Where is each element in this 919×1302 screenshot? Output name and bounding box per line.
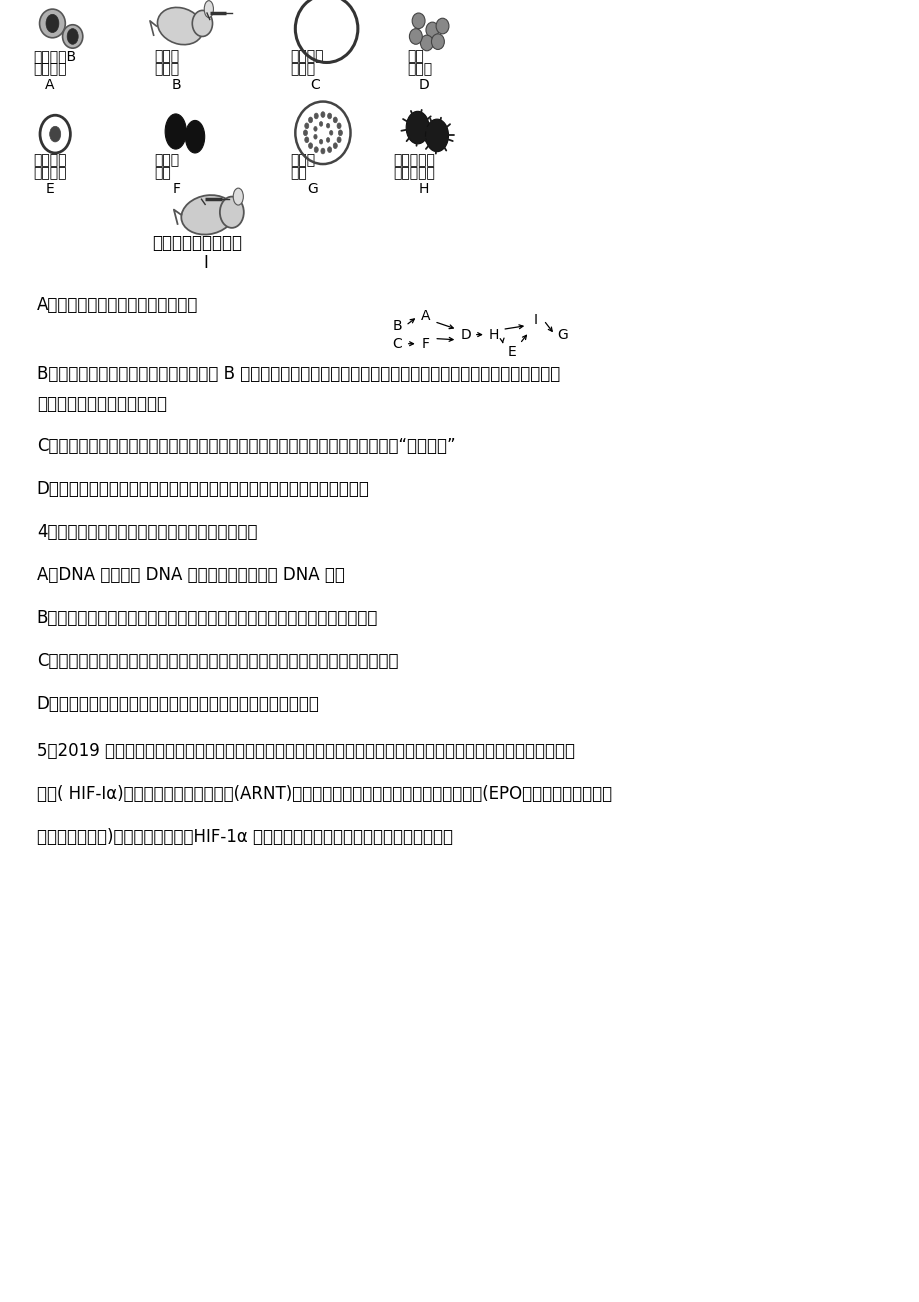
Text: I: I xyxy=(203,254,209,272)
Text: 抗体: 抗体 xyxy=(290,167,307,181)
Ellipse shape xyxy=(412,13,425,29)
Ellipse shape xyxy=(192,10,212,36)
Ellipse shape xyxy=(425,22,438,38)
Text: 阳性的细胞: 阳性的细胞 xyxy=(393,167,436,181)
Text: 体外培养: 体外培养 xyxy=(33,154,66,168)
Circle shape xyxy=(313,134,317,139)
Circle shape xyxy=(319,121,323,126)
Circle shape xyxy=(327,113,331,118)
Circle shape xyxy=(314,147,318,152)
Text: F: F xyxy=(422,337,429,350)
Text: C: C xyxy=(310,78,319,92)
Circle shape xyxy=(314,113,318,118)
Text: G: G xyxy=(557,328,568,341)
Ellipse shape xyxy=(62,25,83,48)
Circle shape xyxy=(304,137,309,143)
Ellipse shape xyxy=(420,35,433,51)
Circle shape xyxy=(321,148,324,154)
Circle shape xyxy=(338,130,342,135)
Ellipse shape xyxy=(165,113,186,148)
Ellipse shape xyxy=(436,18,448,34)
Circle shape xyxy=(327,147,331,152)
Text: 单克隆: 单克隆 xyxy=(290,154,315,168)
Text: 阳性细胞: 阳性细胞 xyxy=(33,167,66,181)
Text: C．探究温度对酶活性的影响时，需将酶与底物分别在设定的温度下保温一段时间: C．探究温度对酶活性的影响时，需将酶与底物分别在设定的温度下保温一段时间 xyxy=(37,652,398,671)
Text: 5．2019 年诺贝尔生理学或医学奖颌发给了发现细胞适应氧气供应变化分子机制的科学家。当细胞缺氧时，缺氧诱导: 5．2019 年诺贝尔生理学或医学奖颌发给了发现细胞适应氧气供应变化分子机制的科… xyxy=(37,742,574,760)
Text: 因子( HIF-Iα)与芳香烃受体核转位蛋白(ARNT)结合，调节基因的表达生成促红细胞生成素(EPO，一种促进红细胞生: 因子( HIF-Iα)与芳香烃受体核转位蛋白(ARNT)结合，调节基因的表达生成… xyxy=(37,785,611,803)
Circle shape xyxy=(336,122,341,129)
Ellipse shape xyxy=(204,1,213,18)
Text: A: A xyxy=(421,310,430,323)
Text: 注射特: 注射特 xyxy=(154,49,179,64)
Text: 成的蛋白质激素)；当氧气充足时，HIF-1α 羟基化后被蛋白酶降解，调节过程如图所示。: 成的蛋白质激素)；当氧气充足时，HIF-1α 羟基化后被蛋白酶降解，调节过程如图… xyxy=(37,828,452,846)
Ellipse shape xyxy=(40,9,65,38)
Circle shape xyxy=(326,124,329,128)
Circle shape xyxy=(67,29,78,44)
Circle shape xyxy=(329,130,333,135)
Text: G: G xyxy=(307,182,318,197)
Circle shape xyxy=(336,137,341,143)
Text: D: D xyxy=(460,328,471,341)
Circle shape xyxy=(321,112,324,117)
Ellipse shape xyxy=(409,29,422,44)
Circle shape xyxy=(308,143,312,148)
Circle shape xyxy=(326,138,329,142)
Text: B．酿醉是利用有氧条件下，在醉酸杆菌线粒体内将糖类和酒精氧化生成醉酸: B．酿醉是利用有氧条件下，在醉酸杆菌线粒体内将糖类和酒精氧化生成醉酸 xyxy=(37,609,378,628)
Text: D．可利用灌活的农杆菌促进小鼠细胞融合，筛选获得杂种细胞: D．可利用灌活的农杆菌促进小鼠细胞融合，筛选获得杂种细胞 xyxy=(37,695,319,713)
Text: B．在单克隆抗体制备过程中之所以选用 B 淡巴细胞和骨髓瘼细胞，是因为它们融合后的杂交瘼细胞具有在体外大量: B．在单克隆抗体制备过程中之所以选用 B 淡巴细胞和骨髓瘼细胞，是因为它们融合后… xyxy=(37,365,560,383)
Ellipse shape xyxy=(406,111,428,145)
Circle shape xyxy=(50,126,61,142)
Text: 瘼细胞: 瘼细胞 xyxy=(407,62,432,77)
Circle shape xyxy=(304,122,309,129)
Text: 培养骨髓: 培养骨髓 xyxy=(290,49,323,64)
Ellipse shape xyxy=(220,197,244,228)
Text: 繁殖、产生特异性抗体的特性: 繁殖、产生特异性抗体的特性 xyxy=(37,395,166,413)
Text: C．单克隆抗体具有特异性强、灵敏度高，并可以大量制备的优点，所以可以制成“生物导弹”: C．单克隆抗体具有特异性强、灵敏度高，并可以大量制备的优点，所以可以制成“生物导… xyxy=(37,437,455,456)
Ellipse shape xyxy=(157,8,203,44)
Text: C: C xyxy=(392,337,402,350)
Text: F: F xyxy=(173,182,180,197)
Text: H: H xyxy=(488,328,499,341)
Circle shape xyxy=(303,130,307,135)
Text: 细胞: 细胞 xyxy=(154,167,171,181)
Text: A: A xyxy=(45,78,54,92)
Circle shape xyxy=(313,126,317,132)
Text: A．DNA 连接酶和 DNA 聚合酶均可用来拼接 DNA 片段: A．DNA 连接酶和 DNA 聚合酶均可用来拼接 DNA 片段 xyxy=(37,566,345,585)
Text: E: E xyxy=(45,182,54,197)
Text: D．由图中可看出，此过程运用的技术手段有动物细胞融合和动物组织培养: D．由图中可看出，此过程运用的技术手段有动物细胞融合和动物组织培养 xyxy=(37,480,369,499)
Ellipse shape xyxy=(181,195,234,234)
Text: E: E xyxy=(506,345,516,358)
Ellipse shape xyxy=(186,120,204,154)
Ellipse shape xyxy=(431,34,444,49)
Text: 抗体检验呈: 抗体检验呈 xyxy=(393,154,436,168)
Ellipse shape xyxy=(425,118,448,152)
Text: 骨髓瘼: 骨髓瘼 xyxy=(154,154,179,168)
Text: H: H xyxy=(418,182,429,197)
Text: I: I xyxy=(533,314,537,327)
Text: 已免疫的B: 已免疫的B xyxy=(33,49,76,64)
Text: 杂交: 杂交 xyxy=(407,49,424,64)
Text: B: B xyxy=(172,78,181,92)
Circle shape xyxy=(319,139,323,145)
Circle shape xyxy=(333,117,337,122)
Text: B: B xyxy=(392,319,402,332)
Text: 淡巴细胞: 淡巴细胞 xyxy=(33,62,66,77)
Text: D: D xyxy=(418,78,429,92)
Circle shape xyxy=(308,117,312,122)
Text: 定抗原: 定抗原 xyxy=(154,62,179,77)
Text: 瘼细胞: 瘼细胞 xyxy=(290,62,315,77)
Circle shape xyxy=(46,14,59,33)
Text: 用阳性细胞注射小鼠: 用阳性细胞注射小鼠 xyxy=(152,234,242,253)
Ellipse shape xyxy=(233,189,243,206)
Text: 4．下列生物学实验相关叙述，正确的是（　　）: 4．下列生物学实验相关叙述，正确的是（ ） xyxy=(37,523,257,542)
Text: A．单克隆抗体制备过程的顺序是：: A．单克隆抗体制备过程的顺序是： xyxy=(37,296,198,314)
Circle shape xyxy=(333,143,337,148)
